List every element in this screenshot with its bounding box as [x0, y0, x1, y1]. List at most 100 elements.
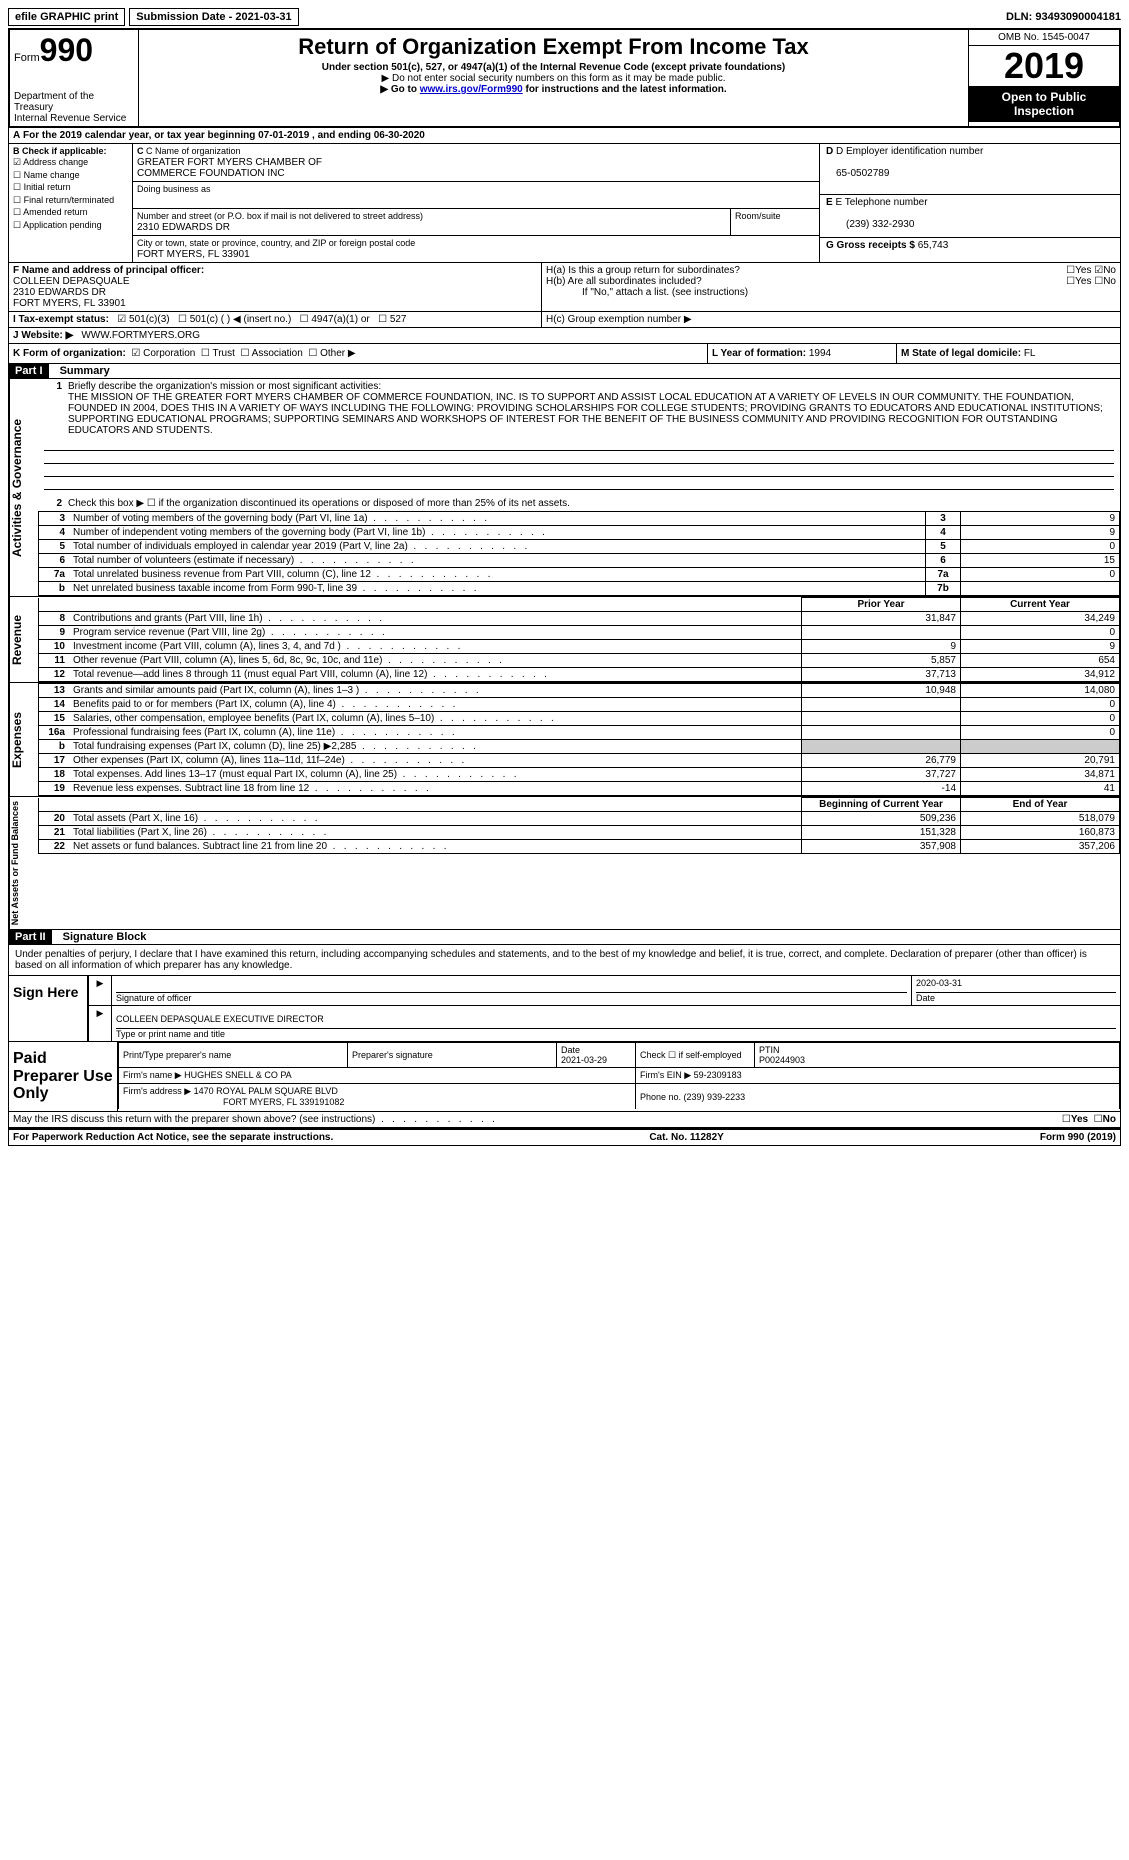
table-row: 15Salaries, other compensation, employee… — [39, 712, 1120, 726]
row-a-tax-year: A For the 2019 calendar year, or tax yea… — [8, 128, 1121, 144]
section-revenue: Revenue Prior YearCurrent Year8Contribut… — [8, 597, 1121, 683]
sig-date-value: 2020-03-31 — [916, 978, 1116, 993]
col-c-org-info: C C Name of organization GREATER FORT MY… — [133, 144, 819, 262]
table-row: bNet unrelated business taxable income f… — [39, 582, 1120, 596]
table-row: 6Total number of volunteers (estimate if… — [39, 554, 1120, 568]
table-row: 17Other expenses (Part IX, column (A), l… — [39, 754, 1120, 768]
table-row: 10Investment income (Part VIII, column (… — [39, 640, 1120, 654]
subtitle-2: ▶ Do not enter social security numbers o… — [143, 73, 964, 84]
dept-treasury: Department of the Treasury — [14, 91, 134, 113]
form-header: Form990 Department of the Treasury Inter… — [8, 28, 1121, 128]
efile-print[interactable]: efile GRAPHIC print — [8, 8, 125, 26]
table-row: 9Program service revenue (Part VIII, lin… — [39, 626, 1120, 640]
checkbox-amended-return[interactable]: ☐ Amended return — [13, 206, 128, 219]
ein-value: 65-0502789 — [826, 168, 889, 179]
row-i-tax-status: I Tax-exempt status: ☑ 501(c)(3) ☐ 501(c… — [8, 312, 1121, 328]
checkbox-initial-return[interactable]: ☐ Initial return — [13, 181, 128, 194]
vtab-expenses: Expenses — [9, 683, 38, 796]
part1-label: Part I — [9, 364, 49, 378]
expenses-table: 13Grants and similar amounts paid (Part … — [38, 683, 1120, 796]
col-d-info: D D Employer identification number 65-05… — [819, 144, 1120, 262]
ein-label: D Employer identification number — [836, 146, 983, 157]
tax-year: 2019 — [969, 46, 1119, 86]
c-label: C C Name of organization — [137, 146, 241, 156]
line2: 2Check this box ▶ ☐ if the organization … — [38, 490, 1120, 511]
sign-here-block: Sign Here ▶ Signature of officer 2020-03… — [8, 976, 1121, 1042]
blank-line — [44, 464, 1114, 477]
dept-irs: Internal Revenue Service — [14, 113, 134, 124]
form-of-org: K Form of organization: ☑ Corporation ☐ … — [9, 344, 708, 363]
form-title: Return of Organization Exempt From Incom… — [143, 34, 964, 60]
preparer-table: Print/Type preparer's name Preparer's si… — [118, 1042, 1120, 1109]
footer-center: Cat. No. 11282Y — [649, 1132, 723, 1143]
hc-group-exemption: H(c) Group exemption number ▶ — [541, 312, 1120, 327]
table-row: 4Number of independent voting members of… — [39, 526, 1120, 540]
table-row: 21Total liabilities (Part X, line 26)151… — [39, 826, 1120, 840]
part2-header-row: Part II Signature Block — [8, 930, 1121, 945]
table-row: 12Total revenue—add lines 8 through 11 (… — [39, 668, 1120, 682]
header-right: OMB No. 1545-0047 2019 Open to Public In… — [968, 30, 1119, 126]
subtitle-1: Under section 501(c), 527, or 4947(a)(1)… — [143, 62, 964, 73]
form-number: Form990 — [14, 32, 134, 69]
checkbox-address-change[interactable]: ☑ Address change — [13, 156, 128, 169]
typed-name: COLLEEN DEPASQUALE EXECUTIVE DIRECTOR — [116, 1008, 1116, 1029]
street-address: 2310 EDWARDS DR — [137, 222, 230, 233]
table-row: 14Benefits paid to or for members (Part … — [39, 698, 1120, 712]
paid-preparer-label: Paid Preparer Use Only — [9, 1042, 118, 1111]
vtab-revenue: Revenue — [9, 597, 38, 682]
sig-date-label: Date — [916, 993, 935, 1003]
footer-right: Form 990 (2019) — [1040, 1132, 1116, 1143]
city-label: City or town, state or province, country… — [137, 238, 415, 248]
line1-mission: 1Briefly describe the organization's mis… — [38, 379, 1120, 438]
row-f-h: F Name and address of principal officer:… — [8, 263, 1121, 312]
checkbox-name-change[interactable]: ☐ Name change — [13, 169, 128, 182]
room-suite: Room/suite — [730, 209, 819, 235]
blank-line — [44, 451, 1114, 464]
sign-here-label: Sign Here — [9, 976, 89, 1041]
irs-link[interactable]: www.irs.gov/Form990 — [420, 84, 523, 95]
part1-header-row: Part I Summary — [8, 364, 1121, 379]
table-row: 8Contributions and grants (Part VIII, li… — [39, 612, 1120, 626]
row-klm: K Form of organization: ☑ Corporation ☐ … — [8, 344, 1121, 364]
top-bar: efile GRAPHIC print Submission Date - 20… — [8, 8, 1121, 26]
ag-table: 3Number of voting members of the governi… — [38, 511, 1120, 596]
dba-label: Doing business as — [137, 184, 211, 194]
paid-preparer-block: Paid Preparer Use Only Print/Type prepar… — [8, 1042, 1121, 1112]
sig-arrow-icon: ▶ — [89, 976, 112, 1005]
state-domicile: M State of legal domicile: FL — [897, 344, 1120, 363]
table-row: 11Other revenue (Part VIII, column (A), … — [39, 654, 1120, 668]
perjury-statement: Under penalties of perjury, I declare th… — [8, 945, 1121, 976]
typed-label: Type or print name and title — [116, 1029, 225, 1039]
addr-label: Number and street (or P.O. box if mail i… — [137, 211, 423, 221]
vtab-net-assets: Net Assets or Fund Balances — [9, 797, 38, 929]
table-row: 5Total number of individuals employed in… — [39, 540, 1120, 554]
section-net-assets: Net Assets or Fund Balances Beginning of… — [8, 797, 1121, 930]
part1-title: Summary — [52, 365, 110, 377]
omb-number: OMB No. 1545-0047 — [969, 30, 1119, 46]
row-j-website: J Website: ▶ WWW.FORTMYERS.ORG — [8, 328, 1121, 344]
phone-value: (239) 332-2930 — [826, 219, 914, 230]
header-center: Return of Organization Exempt From Incom… — [139, 30, 968, 126]
table-row: 18Total expenses. Add lines 13–17 (must … — [39, 768, 1120, 782]
principal-officer: F Name and address of principal officer:… — [9, 263, 541, 311]
revenue-table: Prior YearCurrent Year8Contributions and… — [38, 597, 1120, 682]
part2-title: Signature Block — [55, 931, 147, 943]
table-row: 3Number of voting members of the governi… — [39, 512, 1120, 526]
open-to-public: Open to Public Inspection — [969, 86, 1119, 122]
page-footer: For Paperwork Reduction Act Notice, see … — [8, 1128, 1121, 1146]
table-row: 20Total assets (Part X, line 16)509,2365… — [39, 812, 1120, 826]
org-name-2: COMMERCE FOUNDATION INC — [137, 168, 285, 179]
checkbox-application-pending[interactable]: ☐ Application pending — [13, 219, 128, 232]
group-return: H(a) Is this a group return for subordin… — [541, 263, 1120, 311]
col-b-header: B Check if applicable: — [13, 146, 107, 156]
vtab-activities: Activities & Governance — [9, 379, 38, 596]
may-irs-discuss: May the IRS discuss this return with the… — [8, 1112, 1121, 1128]
table-row: 19Revenue less expenses. Subtract line 1… — [39, 782, 1120, 796]
org-name-1: GREATER FORT MYERS CHAMBER OF — [137, 157, 322, 168]
checkbox-final-return-terminated[interactable]: ☐ Final return/terminated — [13, 194, 128, 207]
col-b-checkboxes: B Check if applicable: ☑ Address change☐… — [9, 144, 133, 262]
footer-left: For Paperwork Reduction Act Notice, see … — [13, 1132, 333, 1143]
city-state-zip: FORT MYERS, FL 33901 — [137, 249, 250, 260]
table-row: 13Grants and similar amounts paid (Part … — [39, 684, 1120, 698]
table-row: bTotal fundraising expenses (Part IX, co… — [39, 740, 1120, 754]
